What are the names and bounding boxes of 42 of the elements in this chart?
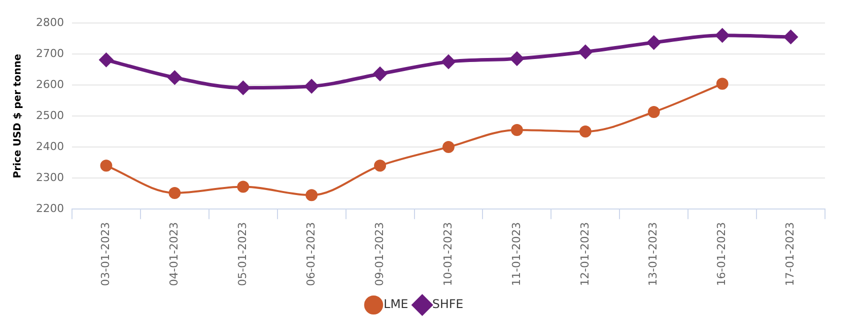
point [304,80,318,94]
point [579,126,592,138]
point [647,36,661,50]
y-tick-label: 2200 [36,202,64,215]
point [237,180,250,193]
point [510,52,524,66]
point [716,28,730,42]
x-tick-label: 12-01-2023 [578,222,592,286]
x-tick-label: 06-01-2023 [304,222,318,286]
y-tick-label: 2800 [36,16,64,29]
x-tick-label: 10-01-2023 [441,222,454,286]
x-tick-label: 17-01-2023 [784,222,797,286]
legend-label: LME [384,297,408,312]
y-tick-label: 2500 [36,108,64,122]
point [373,67,387,81]
point [99,53,113,67]
point [784,30,798,44]
x-tick-label: 05-01-2023 [236,222,249,286]
point [168,186,181,199]
x-tick-label: 03-01-2023 [99,222,112,286]
x-tick-label: 13-01-2023 [646,222,660,286]
legend-label: SHFE [432,297,464,312]
point [168,70,182,84]
point [510,124,523,136]
point [442,141,454,154]
x-tick-label: 11-01-2023 [510,222,523,286]
x-tick-label: 04-01-2023 [168,222,181,286]
y-tick-label: 2300 [36,170,64,184]
y-tick-label: 2600 [36,78,64,91]
point [100,160,112,172]
point [442,55,456,69]
y-tick-label: 2400 [36,140,64,153]
point [236,81,250,95]
point [306,189,318,202]
y-axis-title: Price USD $ per tonne [12,54,24,178]
x-tick-label: 09-01-2023 [372,222,386,286]
y-tick-label: 2700 [36,46,64,60]
point [578,45,592,59]
x-tick-label: 16-01-2023 [715,222,728,286]
point [648,106,660,118]
point [374,160,386,172]
point [716,78,728,90]
